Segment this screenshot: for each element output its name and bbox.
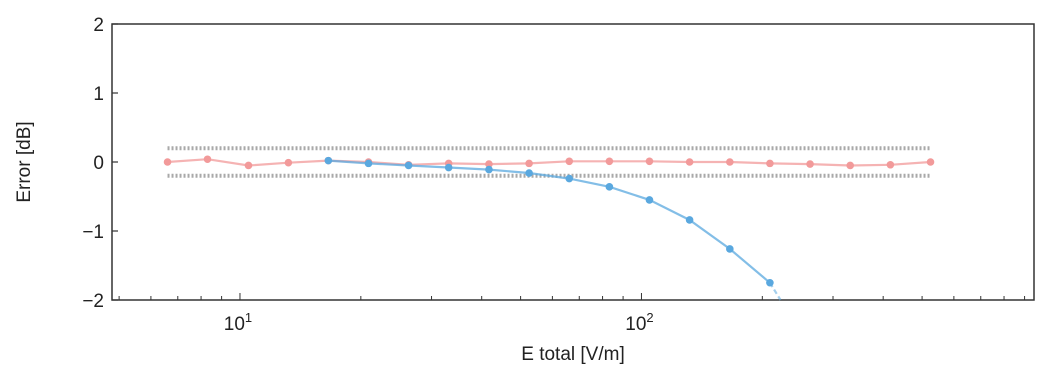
series-1-point-10 [726,245,734,253]
y-tick-label-1: 1 [93,84,104,105]
series-1-point-11 [766,278,774,287]
series-0-point-19 [926,158,935,166]
series-0-point-9 [525,159,533,168]
series-1-line [328,159,771,284]
series-1-point-1 [364,159,373,168]
series-0-point-2 [244,161,253,170]
series-1-point-5 [525,169,533,177]
y-tick-label-0: 2 [93,15,104,36]
series-1-point-0 [324,156,333,165]
y-axis-label: Error [dB] [14,121,35,202]
x-axis-ticks: 101 102 [118,293,1026,335]
series-0-point-16 [806,160,814,168]
series-0-point-10 [565,157,574,166]
series-0-point-13 [685,158,694,166]
series-1-point-6 [565,174,574,183]
y-tick-label-2: 0 [93,153,104,174]
series-layer [163,155,935,301]
series-1-point-4 [485,165,493,174]
x-tick-label-1: 102 [625,310,653,335]
x-tick-label-0: 101 [224,310,252,335]
series-0-point-0 [163,158,172,166]
series-1-point-9 [685,216,694,224]
series-1-point-7 [605,183,614,191]
series-0-point-1 [203,155,212,164]
y-tick-label-4: −2 [82,291,104,312]
x-axis-label: E total [V/m] [521,344,624,365]
series-0-point-3 [284,158,293,167]
series-1-point-3 [444,163,453,172]
series-0-point-8 [485,160,493,168]
series-0-point-17 [846,161,855,170]
series-0-point-15 [766,159,774,168]
series-1-point-2 [404,161,413,170]
series-0-point-11 [605,157,614,166]
y-axis-ticks: 2 1 0 −1 −2 [82,15,118,312]
series-0-line [167,158,931,167]
y-tick-label-3: −1 [82,222,104,243]
series-0-point-12 [645,157,654,166]
series-0-point-18 [886,160,895,169]
series-1-point-8 [645,196,654,204]
series-0-point-14 [726,158,734,166]
